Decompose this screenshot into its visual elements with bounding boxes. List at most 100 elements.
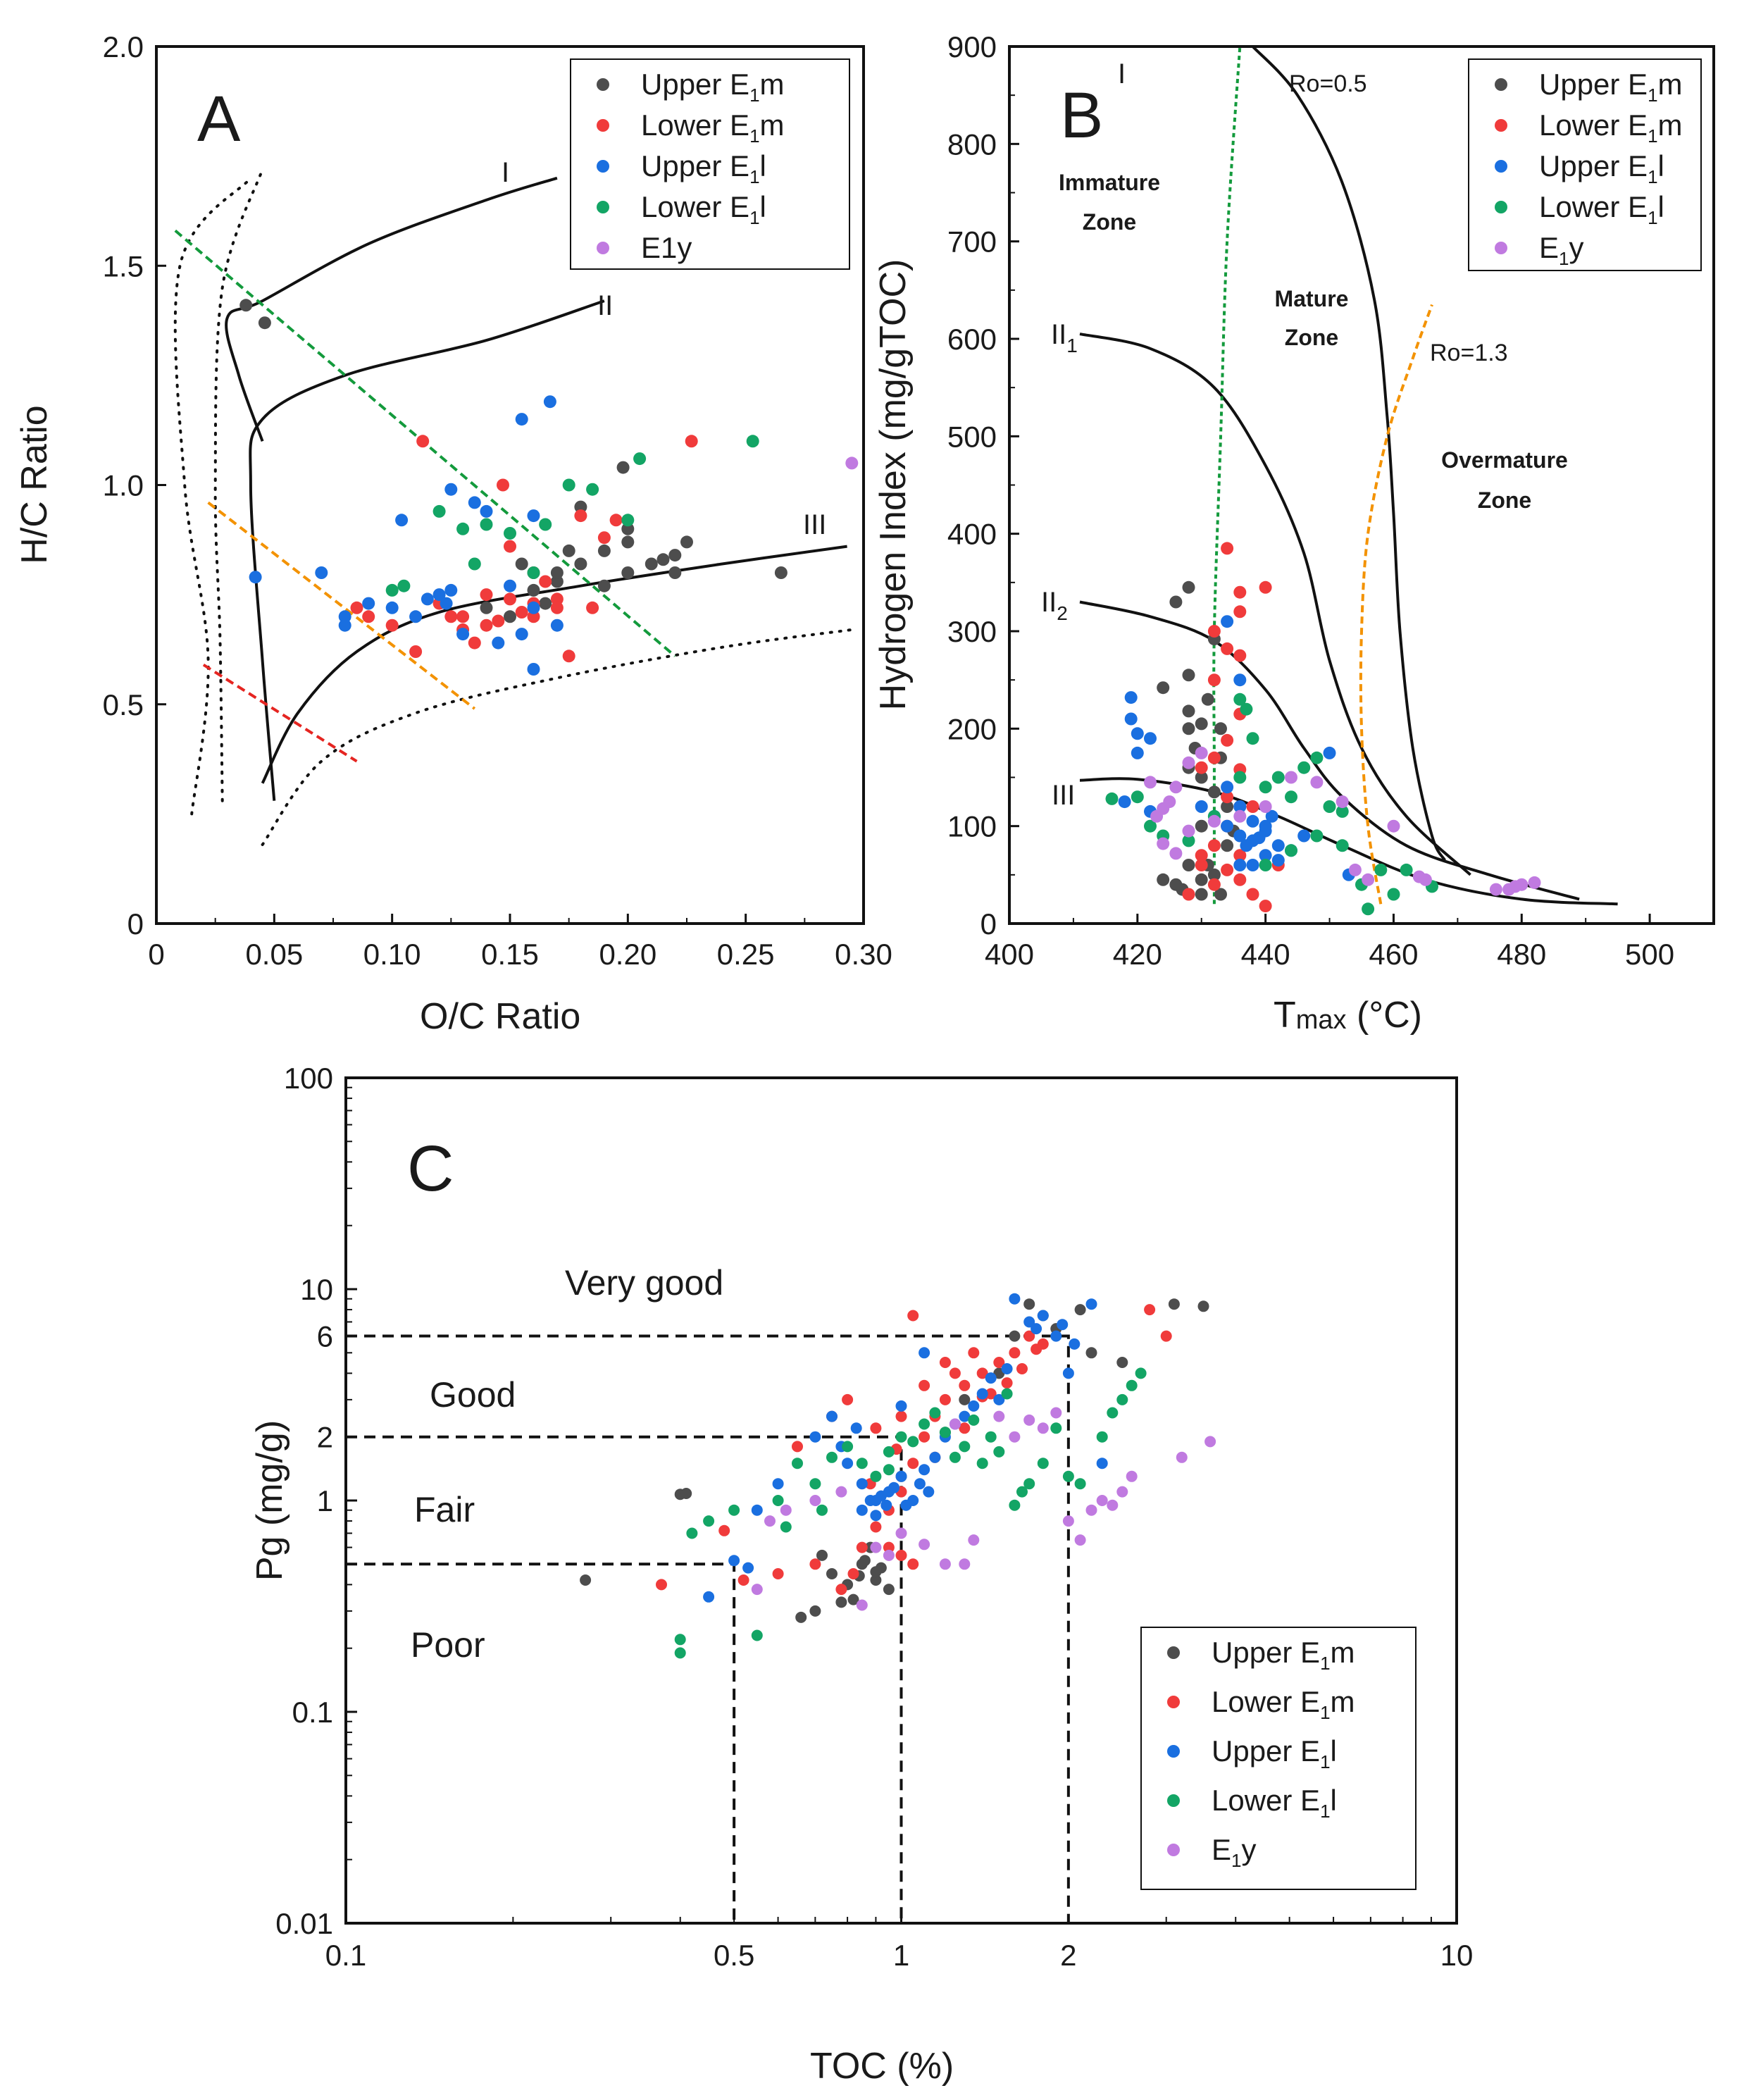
panel-c-point-lower-e1m-43	[1031, 1343, 1042, 1355]
panel-c-point-lower-e1l-13	[870, 1470, 882, 1482]
panel-a-ytick-label-2: 0.5	[103, 688, 144, 721]
panel-c-point-lower-e1m-8	[856, 1541, 868, 1553]
panel-c-legend-label-3-main: Upper E	[1212, 1734, 1320, 1767]
panel-b-point-upper-e1l-15	[1246, 859, 1259, 871]
panel-c-point-lower-e1l-7	[772, 1495, 784, 1506]
panel-c-point-upper-e1l-41	[1031, 1323, 1042, 1335]
panel-c-point-lower-e1l-27	[1096, 1431, 1108, 1443]
panel-b-point-e1y-25	[1195, 746, 1208, 759]
panel-a-ytick-label-1: 0	[127, 907, 144, 940]
panel-a-xtick-label-1: 0	[148, 938, 164, 971]
panel-c-xtick-label-3: 1	[893, 1939, 909, 1972]
panel-b-legend-marker-5	[1495, 242, 1507, 254]
panel-a-point-upper-e1l-1	[249, 571, 262, 584]
panel-b-point-e1y-12	[1285, 771, 1297, 784]
panel-b-point-lower-e1l-11	[1310, 751, 1324, 764]
panel-b-point-lower-e1l-22	[1362, 902, 1375, 916]
panel-c-point-upper-e1l-36	[864, 1495, 876, 1506]
panel-b-point-lower-e1m-10	[1221, 733, 1234, 747]
panel-b-point-upper-e1l-3	[1131, 727, 1144, 740]
panel-c-point-e1y-5	[856, 1599, 868, 1611]
panel-c-point-lower-e1l-1	[674, 1634, 686, 1646]
panel-b-point-lower-e1l-10	[1297, 761, 1311, 774]
panel-a-point-lower-e1l-7	[562, 478, 575, 492]
panel-b-legend-label-1-suffix: m	[1658, 68, 1683, 101]
panel-a-point-lower-e1m-20	[609, 514, 623, 527]
panel-c-point-lower-e1l-23	[1037, 1458, 1049, 1470]
panel-b-point-upper-e1l-6	[1118, 795, 1131, 809]
panel-b-ytick-label-4: 300	[947, 615, 997, 648]
panel-c-legend-label-3: Upper E1l	[1212, 1734, 1337, 1772]
panel-c-point-lower-e1m-7	[847, 1568, 859, 1579]
panel-c-legend-marker-3	[1167, 1745, 1180, 1758]
panel-c-point-lower-e1l-4	[703, 1515, 715, 1527]
panel-b-point-lower-e1m-18	[1195, 859, 1208, 871]
panel-c-point-upper-e1l-31	[875, 1490, 887, 1502]
panel-c-point-lower-e1l-12	[856, 1458, 868, 1470]
panel-a-point-upper-e1m-24	[668, 549, 682, 562]
panel-b-overmature-zone-line2: Zone	[1478, 487, 1531, 513]
panel-a-point-upper-e1l-16	[527, 663, 540, 676]
panel-a-legend-marker-4	[597, 201, 609, 213]
panel-b-curve-label-ii1-main: II	[1051, 319, 1066, 350]
panel-b-point-lower-e1l-13	[1336, 804, 1349, 818]
panel-a-legend-label-4-sub: 1	[749, 207, 759, 228]
panel-c-point-lower-e1l-15	[895, 1431, 907, 1443]
panel-c-point-lower-e1m-25	[870, 1422, 882, 1434]
panel-b-point-upper-e1l-23	[1297, 829, 1311, 843]
panel-a-legend-label-1-suffix: m	[760, 68, 785, 101]
panel-b-point-lower-e1m-12	[1195, 761, 1208, 774]
panel-b-point-lower-e1l-1	[1105, 792, 1119, 805]
panel-a-point-lower-e1m-2	[685, 435, 698, 448]
panel-c-point-upper-e1m-24	[959, 1393, 971, 1405]
panel-b-point-lower-e1m-7	[1233, 649, 1247, 662]
panel-c-point-lower-e1l-37	[985, 1431, 997, 1443]
panel-a-curve-label-i: I	[502, 157, 509, 188]
panel-a-point-upper-e1m-8	[680, 535, 693, 549]
panel-b-point-lower-e1l-5	[1182, 834, 1195, 847]
panel-b-ytick-label-7: 600	[947, 323, 997, 356]
panel-a-point-upper-e1l-6	[395, 514, 409, 527]
panel-b-point-lower-e1l-24	[1271, 771, 1285, 784]
panel-b-point-lower-e1l-25	[1233, 692, 1247, 706]
panel-c-class-poor: Poor	[411, 1625, 485, 1665]
panel-c-point-upper-e1l-28	[895, 1400, 907, 1412]
panel-c-point-e1y-26	[949, 1418, 961, 1430]
panel-c-legend-marker-2	[1167, 1696, 1180, 1708]
panel-c-point-upper-e1m-5	[826, 1568, 838, 1579]
panel-c-point-upper-e1m-17	[1023, 1298, 1035, 1310]
panel-b-ytick-label-10: 900	[947, 30, 997, 63]
panel-a-point-lower-e1l-8	[586, 483, 599, 496]
panel-b-overmature-zone-line1: Overmature	[1441, 447, 1568, 473]
panel-b-point-upper-e1m-25	[1195, 873, 1208, 886]
panel-b-point-lower-e1m-19	[1233, 873, 1247, 886]
panel-c-point-lower-e1m-5	[809, 1558, 821, 1570]
panel-c-point-upper-e1l-45	[1069, 1338, 1081, 1350]
panel-a-xtick-label-2: 0.05	[245, 938, 303, 971]
panel-c-point-lower-e1m-34	[1144, 1304, 1156, 1316]
panel-b-point-e1y-7	[1169, 847, 1183, 860]
panel-c-legend-label-2-suffix: m	[1331, 1685, 1355, 1718]
panel-b-point-e1y-16	[1362, 873, 1375, 886]
panel-b-point-lower-e1m-1	[1221, 542, 1234, 555]
panel-c-point-lower-e1l-3	[686, 1527, 698, 1539]
panel-c-point-lower-e1l-19	[976, 1458, 988, 1470]
panel-c-point-lower-e1m-32	[895, 1549, 907, 1561]
panel-a-xlabel: O/C Ratio	[420, 996, 580, 1037]
panel-c-point-e1y-16	[1074, 1534, 1086, 1546]
panel-a-legend-label-4-suffix: l	[760, 190, 766, 223]
panel-a-point-upper-e1l-9	[444, 483, 458, 496]
panel-b-legend-label-2-suffix: m	[1658, 108, 1683, 142]
panel-a-point-upper-e1m-6	[645, 557, 658, 571]
panel-b-point-lower-e1m-15	[1246, 800, 1259, 813]
panel-b-curve-label-iii: III	[1052, 780, 1075, 811]
panel-a-point-upper-e1l-24	[527, 601, 540, 614]
panel-c-point-e1y-22	[1176, 1451, 1188, 1463]
panel-c-point-upper-e1l-40	[1001, 1363, 1013, 1374]
panel-c-point-e1y-17	[1085, 1504, 1097, 1516]
panel-a-point-upper-e1m-10	[774, 566, 787, 579]
panel-b-legend-label-2: Lower E1m	[1539, 108, 1683, 147]
panel-c-point-upper-e1l-38	[968, 1400, 980, 1412]
panel-a-point-lower-e1m-22	[480, 588, 493, 602]
panel-a-point-upper-e1l-13	[543, 395, 556, 409]
